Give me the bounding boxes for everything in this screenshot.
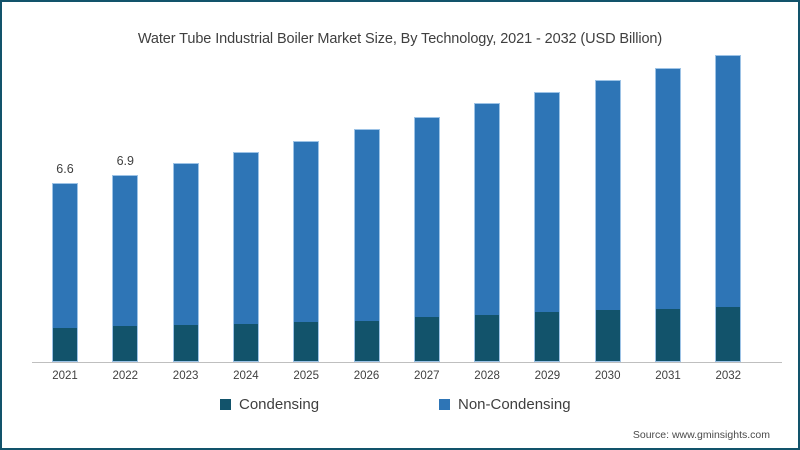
bar-segment-non-condensing[interactable] <box>655 67 681 310</box>
bar-segment-non-condensing[interactable] <box>413 117 440 318</box>
bar-segment-non-condensing[interactable] <box>474 103 501 316</box>
legend-swatch-condensing-icon <box>220 399 231 410</box>
x-tick-label-2029: 2029 <box>534 370 561 382</box>
bar-segment-condensing[interactable] <box>232 324 259 362</box>
legend-item-non-condensing[interactable]: Non-Condensing <box>439 396 571 413</box>
chart-title: Water Tube Industrial Boiler Market Size… <box>137 31 663 47</box>
bar-segment-condensing[interactable] <box>52 328 78 362</box>
bar-segment-non-condensing[interactable] <box>112 174 139 327</box>
bar-group[interactable] <box>172 162 199 362</box>
bar-segment-condensing[interactable] <box>293 322 320 362</box>
x-tick-label-2023: 2023 <box>172 370 199 382</box>
x-tick-label-2026: 2026 <box>353 370 380 382</box>
bar-segment-condensing[interactable] <box>172 325 199 362</box>
bar-group[interactable] <box>52 182 78 362</box>
bar-group[interactable] <box>353 129 380 362</box>
bar-segment-condensing[interactable] <box>112 326 139 362</box>
x-tick-label-2028: 2028 <box>474 370 500 382</box>
bar-group[interactable] <box>293 140 320 362</box>
bar-group[interactable] <box>112 174 139 362</box>
x-tick-label-2030: 2030 <box>594 370 621 382</box>
bar-group[interactable] <box>413 117 440 362</box>
bar-value-label: 6.9 <box>116 153 134 168</box>
bar-segment-condensing[interactable] <box>534 312 561 362</box>
x-tick-label-2021: 2021 <box>52 370 78 382</box>
legend-label-non-condensing: Non-Condensing <box>458 396 571 413</box>
legend-swatch-non-condensing-icon <box>439 399 450 410</box>
x-axis-line <box>32 362 782 363</box>
source-attribution: Source: www.gminsights.com <box>632 429 770 441</box>
bar-segment-condensing[interactable] <box>353 321 380 362</box>
bar-segment-non-condensing[interactable] <box>293 140 320 323</box>
bar-segment-non-condensing[interactable] <box>232 152 259 325</box>
bar-segment-condensing[interactable] <box>715 307 742 362</box>
x-tick-label-2032: 2032 <box>715 370 742 382</box>
bar-segment-non-condensing[interactable] <box>715 55 742 308</box>
bar-segment-condensing[interactable] <box>474 315 501 362</box>
bar-segment-condensing[interactable] <box>655 309 681 362</box>
bar-segment-non-condensing[interactable] <box>52 182 78 329</box>
x-tick-label-2022: 2022 <box>112 370 139 382</box>
bar-segment-condensing[interactable] <box>594 310 621 362</box>
legend-label-condensing: Condensing <box>239 396 320 413</box>
bar-segment-non-condensing[interactable] <box>594 80 621 311</box>
bar-group[interactable] <box>594 80 621 362</box>
x-tick-label-2031: 2031 <box>655 370 681 382</box>
bar-group[interactable] <box>534 92 561 362</box>
bar-group[interactable] <box>655 67 681 362</box>
bar-group[interactable] <box>715 55 742 362</box>
x-tick-label-2024: 2024 <box>233 370 259 382</box>
bar-segment-condensing[interactable] <box>413 317 440 362</box>
bar-value-label: 6.6 <box>56 161 74 176</box>
bar-segment-non-condensing[interactable] <box>534 92 561 313</box>
bar-segment-non-condensing[interactable] <box>353 129 380 322</box>
legend-item-condensing[interactable]: Condensing <box>220 396 319 413</box>
x-tick-label-2027: 2027 <box>414 370 440 382</box>
bar-group[interactable] <box>232 152 259 362</box>
x-tick-label-2025: 2025 <box>293 370 319 382</box>
bar-group[interactable] <box>474 103 501 362</box>
bar-segment-non-condensing[interactable] <box>172 162 199 326</box>
chart-legend: Condensing Non-Condensing <box>2 396 798 416</box>
